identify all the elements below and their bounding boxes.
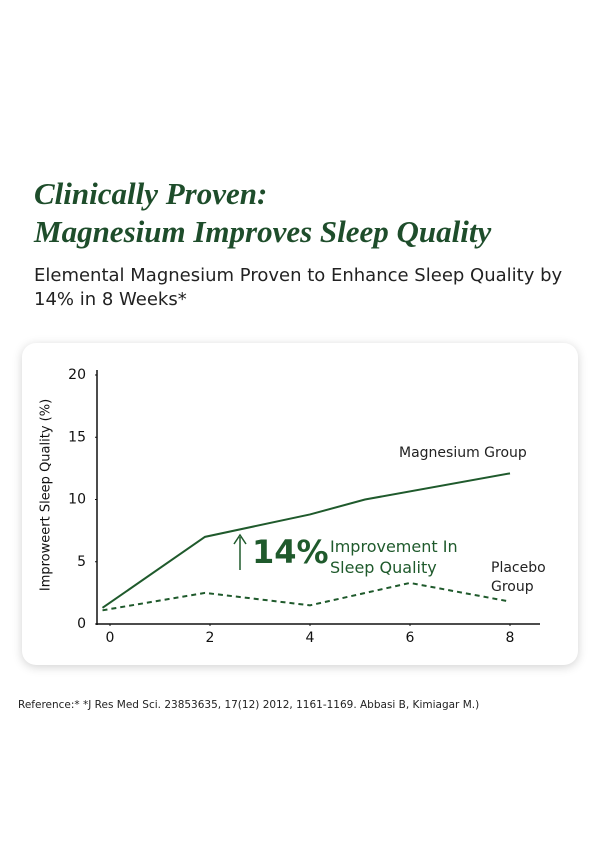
y-tick-label: 20 [68,367,86,383]
subtitle: Elemental Magnesium Proven to Enhance Sl… [34,265,563,310]
series-line [102,581,511,612]
arrow-head [233,533,247,545]
annotation-value: 14% [252,533,329,571]
chart-card [22,343,578,665]
series-label: Magnesium Group [399,445,527,461]
heading-line: Clinically Proven: [34,176,268,211]
x-tick-label: 8 [506,630,515,646]
y-tick-label: 0 [77,616,86,632]
x-tick-label: 2 [206,630,215,646]
y-tick-label: 15 [68,429,86,445]
y-tick-label: 10 [68,492,86,508]
x-tick-label: 0 [106,630,115,646]
x-tick-label: 4 [306,630,315,646]
y-tick-label: 5 [77,554,86,570]
annotation-text: Improvement In Sleep Quality [330,537,458,577]
series-line [101,472,511,609]
series-label: Placebo Group [491,560,546,595]
y-axis-label: Improweert Sleep Quality (%) [39,399,54,591]
reference: Reference:* *J Res Med Sci. 23853635, 17… [18,699,480,711]
x-tick-label: 6 [406,630,415,646]
heading-line: Magnesium Improves Sleep Quality [34,214,492,249]
